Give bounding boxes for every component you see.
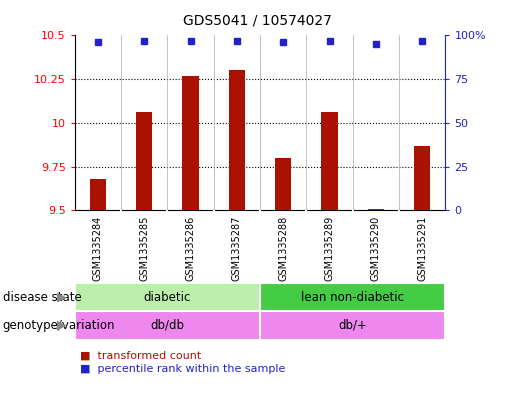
Text: GSM1335288: GSM1335288 xyxy=(278,216,288,281)
Text: GSM1335285: GSM1335285 xyxy=(139,216,149,281)
Bar xyxy=(182,75,199,210)
Text: db/+: db/+ xyxy=(338,319,367,332)
Text: ▶: ▶ xyxy=(57,319,67,332)
Text: db/db: db/db xyxy=(150,319,184,332)
Text: GSM1335289: GSM1335289 xyxy=(324,216,335,281)
Bar xyxy=(229,70,245,210)
Text: genotype/variation: genotype/variation xyxy=(3,319,115,332)
Text: lean non-diabetic: lean non-diabetic xyxy=(301,290,404,304)
Text: ■  transformed count: ■ transformed count xyxy=(80,350,201,360)
Text: GSM1335287: GSM1335287 xyxy=(232,216,242,281)
Text: GSM1335291: GSM1335291 xyxy=(417,216,427,281)
Bar xyxy=(90,179,106,210)
Bar xyxy=(75,311,260,340)
Text: GSM1335286: GSM1335286 xyxy=(185,216,196,281)
Bar xyxy=(275,158,291,210)
Text: ■  percentile rank within the sample: ■ percentile rank within the sample xyxy=(80,364,285,374)
Text: ▶: ▶ xyxy=(57,290,67,304)
Text: disease state: disease state xyxy=(3,290,81,304)
Text: GDS5041 / 10574027: GDS5041 / 10574027 xyxy=(183,14,332,28)
Bar xyxy=(414,145,431,210)
Text: GSM1335290: GSM1335290 xyxy=(371,216,381,281)
Text: GSM1335284: GSM1335284 xyxy=(93,216,103,281)
Bar xyxy=(75,283,260,311)
Bar xyxy=(260,283,445,311)
Text: diabetic: diabetic xyxy=(144,290,191,304)
Bar xyxy=(321,112,338,210)
Bar xyxy=(260,311,445,340)
Bar xyxy=(136,112,152,210)
Bar xyxy=(368,209,384,210)
